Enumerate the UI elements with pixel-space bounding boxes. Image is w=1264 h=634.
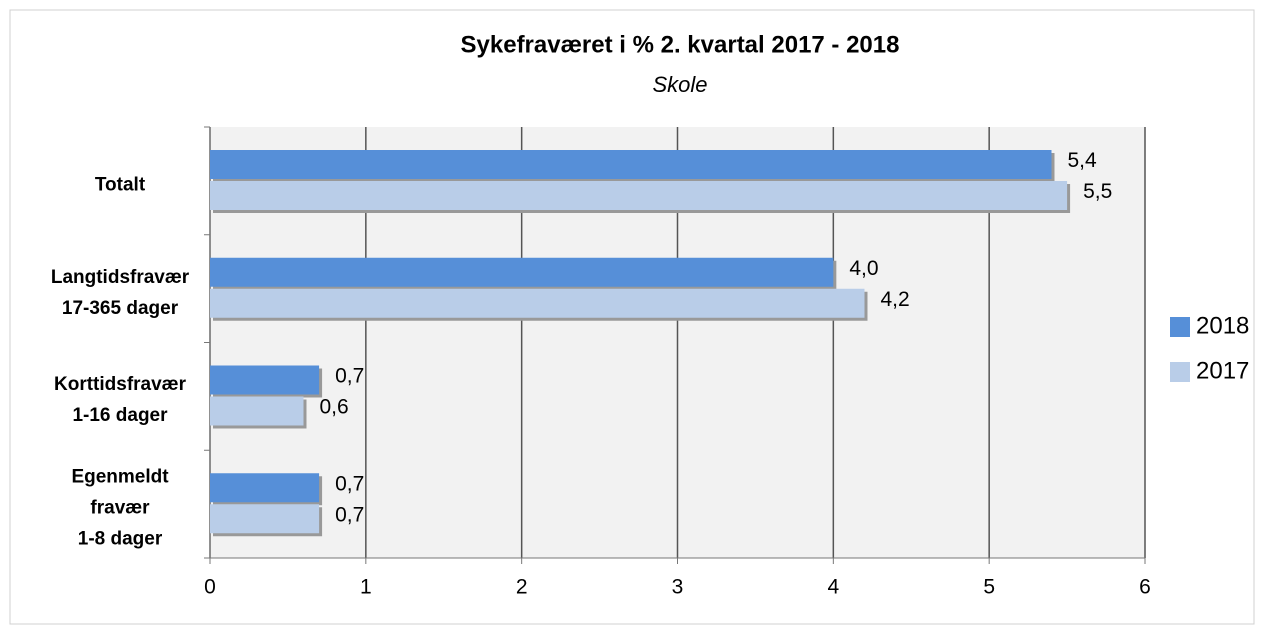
y-tick-label: Langtidsfravær 17-365 dager [50, 266, 190, 319]
value-label: 4,0 [849, 257, 878, 280]
legend-swatch [1170, 362, 1190, 382]
y-tick-label: Egenmeldt fravær 1-8 dager [71, 466, 169, 550]
x-tick-label: 2 [516, 576, 528, 599]
x-tick-label: 5 [983, 576, 995, 599]
chart-subtitle: Skole [652, 72, 707, 97]
legend-label: 2018 [1196, 312, 1249, 339]
x-tick-label: 4 [827, 576, 839, 599]
y-tick-label: Korttidsfravær 1-16 dager [54, 374, 186, 427]
bar [210, 150, 1052, 179]
value-label: 0,7 [335, 365, 364, 388]
bar [210, 365, 320, 395]
value-label: 0,6 [320, 396, 349, 419]
value-label: 4,2 [881, 288, 910, 311]
x-tick-label: 0 [204, 576, 216, 599]
bar [210, 396, 304, 426]
x-tick-label: 1 [360, 576, 372, 599]
y-tick-label: Totalt [94, 174, 146, 196]
x-tick-label: 6 [1139, 576, 1151, 599]
bar [210, 181, 1068, 210]
bar [210, 288, 865, 318]
value-label: 5,4 [1068, 149, 1098, 172]
value-label: 5,5 [1083, 180, 1112, 203]
chart-title: Sykefraværet i % 2. kvartal 2017 - 2018 [461, 31, 900, 58]
x-tick-label: 3 [672, 576, 684, 599]
bar [210, 473, 320, 503]
value-label: 0,7 [335, 503, 364, 526]
bar [210, 504, 320, 534]
bar [210, 257, 834, 287]
value-label: 0,7 [335, 472, 364, 495]
legend-label: 2017 [1196, 357, 1249, 384]
legend-swatch [1170, 317, 1190, 337]
